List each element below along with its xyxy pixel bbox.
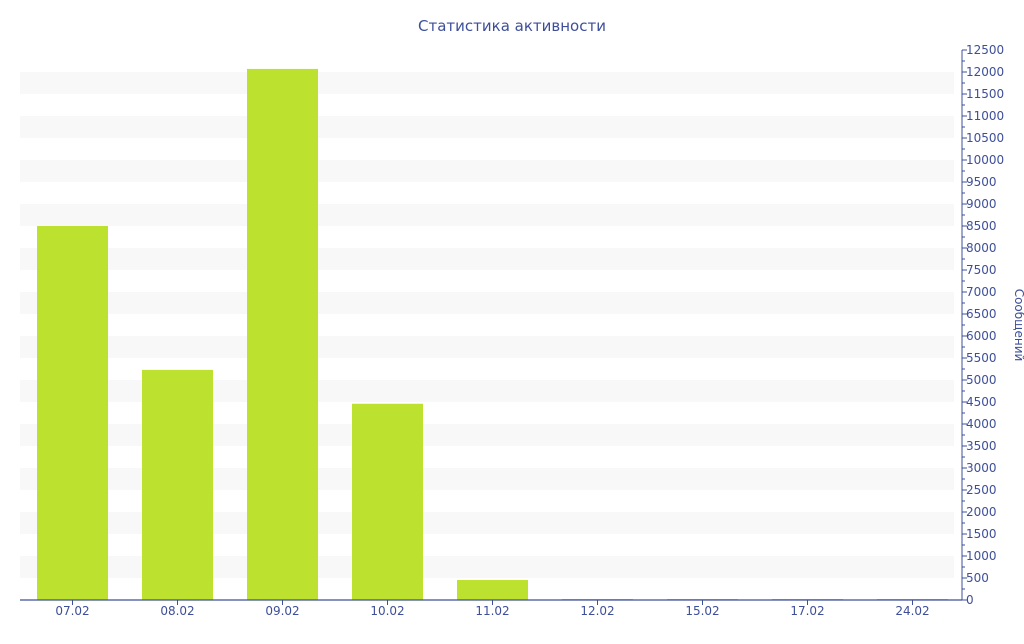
grid-band — [20, 72, 954, 94]
y-tick-label: 8500 — [966, 219, 997, 233]
y-tick-label: 4500 — [966, 395, 997, 409]
y-tick-label: 6000 — [966, 329, 997, 343]
y-tick-label: 12000 — [966, 65, 1004, 79]
y-tick-label: 1500 — [966, 527, 997, 541]
grid-band — [20, 292, 954, 314]
x-tick-label: 08.02 — [160, 604, 194, 618]
x-tick-label: 24.02 — [895, 604, 929, 618]
y-tick-label: 11500 — [966, 87, 1004, 101]
x-tick-label: 15.02 — [685, 604, 719, 618]
y-tick-label: 3000 — [966, 461, 997, 475]
y-tick-label: 9000 — [966, 197, 997, 211]
grid-band — [20, 160, 954, 182]
grid-band — [20, 116, 954, 138]
y-tick-label: 500 — [966, 571, 989, 585]
chart-title: Статистика активности — [418, 17, 606, 35]
x-tick-label: 17.02 — [790, 604, 824, 618]
y-tick-label: 4000 — [966, 417, 997, 431]
y-tick-label: 7500 — [966, 263, 997, 277]
x-tick-label: 12.02 — [580, 604, 614, 618]
y-tick-label: 1000 — [966, 549, 997, 563]
grid-band — [20, 204, 954, 226]
y-tick-label: 11000 — [966, 109, 1004, 123]
x-tick-label: 09.02 — [265, 604, 299, 618]
grid-band — [20, 336, 954, 358]
y-axis-label: Сообщений — [1012, 289, 1024, 362]
x-tick-label: 07.02 — [55, 604, 89, 618]
y-tick-label: 7000 — [966, 285, 997, 299]
y-tick-label: 10000 — [966, 153, 1004, 167]
y-tick-label: 9500 — [966, 175, 997, 189]
x-tick-label: 10.02 — [370, 604, 404, 618]
y-tick-label: 5000 — [966, 373, 997, 387]
y-tick-label: 0 — [966, 593, 974, 607]
y-tick-label: 10500 — [966, 131, 1004, 145]
x-tick-label: 11.02 — [475, 604, 509, 618]
y-tick-label: 2500 — [966, 483, 997, 497]
bar-09.02 — [247, 68, 318, 601]
y-tick-label: 5500 — [966, 351, 997, 365]
bar-11.02 — [457, 579, 528, 600]
grid-band — [20, 248, 954, 270]
y-tick-label: 12500 — [966, 43, 1004, 57]
bar-08.02 — [142, 369, 213, 600]
y-tick-label: 2000 — [966, 505, 997, 519]
bar-07.02 — [37, 226, 108, 600]
y-tick-label: 6500 — [966, 307, 997, 321]
y-tick-label: 3500 — [966, 439, 997, 453]
bar-10.02 — [352, 403, 423, 600]
y-tick-label: 8000 — [966, 241, 997, 255]
